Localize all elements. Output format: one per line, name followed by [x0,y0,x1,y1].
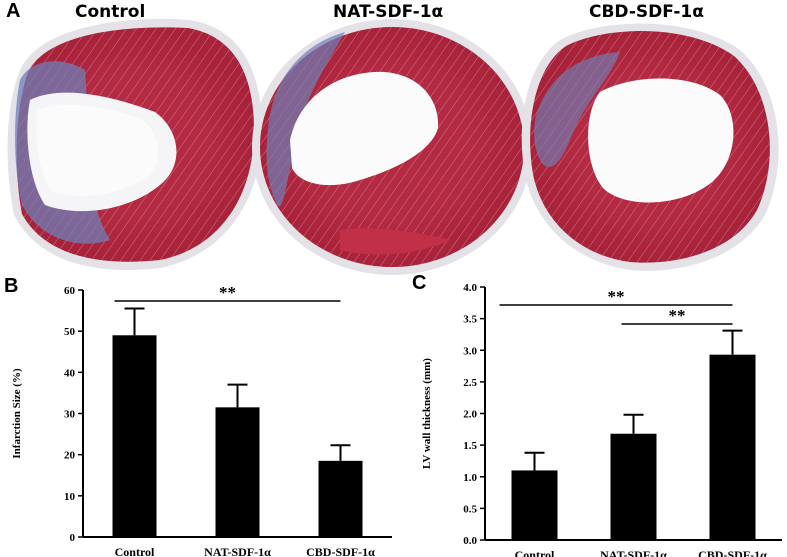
chart-b-y-axis-label: Infarction Size (%) [11,368,23,459]
image-title-control: Control [75,2,146,22]
chart-c-x-tick-label: CBD-SDF-1α [698,548,767,557]
chart-b-y-tick-label: 60 [64,285,76,297]
chart-c-significance-label: ** [669,306,686,325]
chart-c-bar [610,433,657,540]
panel-b-label: B [4,275,19,297]
chart-c-y-tick-label: 0.0 [463,535,477,547]
chart-c-y-tick-label: 3.5 [463,314,477,326]
chart-b-y-tick-label: 40 [64,367,76,379]
image-title-nat: NAT-SDF-1α [333,2,444,22]
chart-b-bar [318,460,363,537]
chart-c-significance-label: ** [608,287,625,306]
chart-c-y-tick-label: 2.0 [463,409,477,421]
chart-c-y-tick-label: 2.5 [463,377,477,389]
chart-c-x-tick-label: Control [515,548,555,557]
chart-b-y-tick-label: 30 [64,409,76,421]
histology-images [7,18,779,275]
chart-b-y-tick-label: 50 [64,326,76,338]
panel-a-label: A [6,0,21,22]
chart-b-x-tick-label: Control [115,545,155,557]
chart-c-y-tick-label: 4.0 [463,282,477,294]
chart-c-y-tick-label: 1.0 [463,472,477,484]
chart-b-bar [112,335,157,537]
chart-c-y-tick-label: 3.0 [463,345,477,357]
section-nat [252,19,532,275]
chart-b-x-tick-label: CBD-SDF-1α [306,545,375,557]
chart-c-x-tick-label: NAT-SDF-1α [600,548,667,557]
chart-c-y-tick-label: 0.5 [463,503,477,515]
chart-c-y-tick-label: 1.5 [463,440,477,452]
chart-c-bar [511,470,558,540]
chart-b-x-tick-label: NAT-SDF-1α [204,545,271,557]
chart-b-y-tick-label: 0 [70,532,76,544]
chart-b-bar [215,407,260,537]
panel-c-label: C [412,272,427,294]
chart-b-y-tick-label: 20 [64,450,76,462]
section-control [7,18,263,270]
chart-b-significance-label: ** [219,283,236,302]
chart-c-bar [709,354,756,540]
image-title-cbd: CBD-SDF-1α [589,2,704,22]
section-cbd [521,23,779,271]
chart-c-y-axis-label: LV wall thickness (mm) [421,358,433,469]
chart-b-y-tick-label: 10 [64,491,76,503]
